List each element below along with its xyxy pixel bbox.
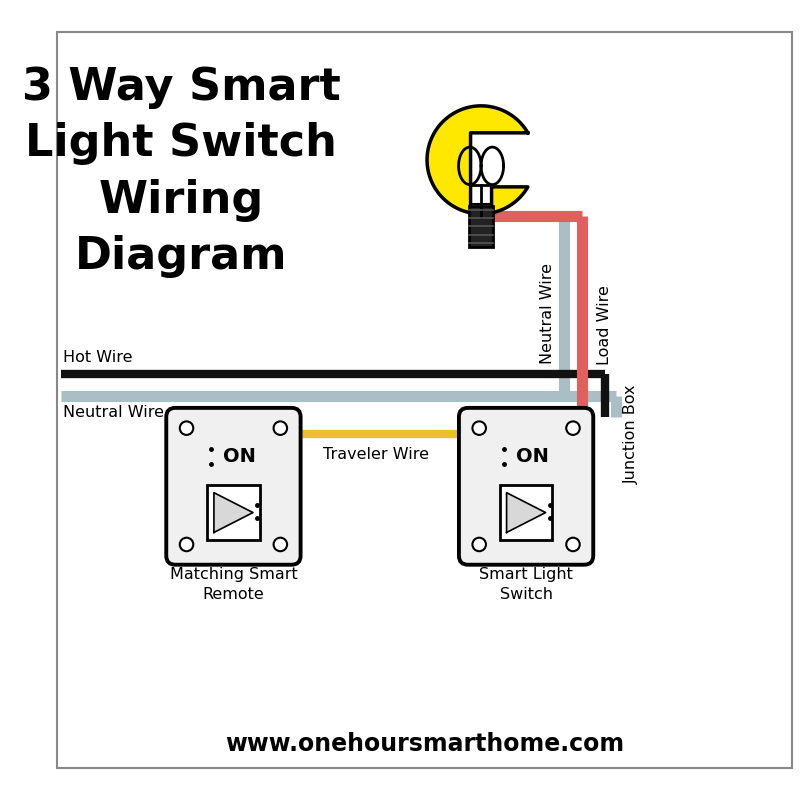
Text: ON: ON [223, 446, 256, 466]
Circle shape [274, 422, 287, 435]
FancyBboxPatch shape [469, 206, 493, 247]
Text: Neutral Wire: Neutral Wire [540, 263, 554, 364]
FancyBboxPatch shape [166, 408, 301, 565]
Polygon shape [214, 493, 253, 533]
Text: Matching Smart
Remote: Matching Smart Remote [170, 567, 298, 602]
Circle shape [566, 422, 580, 435]
Circle shape [473, 422, 486, 435]
FancyBboxPatch shape [207, 485, 260, 540]
FancyBboxPatch shape [459, 408, 594, 565]
Text: Diagram: Diagram [74, 235, 287, 278]
Polygon shape [506, 493, 546, 533]
Text: Load Wire: Load Wire [598, 285, 612, 365]
Text: Neutral Wire: Neutral Wire [63, 406, 164, 420]
Text: Junction Box: Junction Box [624, 384, 638, 483]
Text: Hot Wire: Hot Wire [63, 350, 133, 365]
Text: Smart Light
Switch: Smart Light Switch [479, 567, 573, 602]
Text: Wiring: Wiring [98, 178, 263, 222]
Circle shape [180, 538, 194, 551]
Text: Light Switch: Light Switch [25, 122, 337, 166]
Text: ON: ON [516, 446, 549, 466]
Circle shape [473, 538, 486, 551]
FancyBboxPatch shape [470, 203, 491, 217]
Circle shape [180, 422, 194, 435]
Text: www.onehoursmarthome.com: www.onehoursmarthome.com [226, 733, 624, 757]
Circle shape [566, 538, 580, 551]
Polygon shape [427, 106, 528, 221]
FancyBboxPatch shape [500, 485, 552, 540]
Text: Traveler Wire: Traveler Wire [323, 447, 429, 462]
Text: 3 Way Smart: 3 Way Smart [22, 66, 340, 109]
Circle shape [274, 538, 287, 551]
